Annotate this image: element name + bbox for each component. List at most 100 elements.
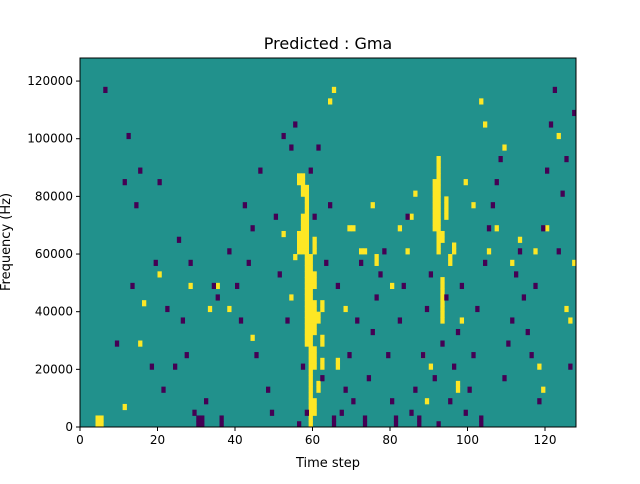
- heatmap-cell-low: [254, 352, 259, 359]
- heatmap-cell-high: [304, 219, 310, 226]
- y-axis-label: Frequency (Hz): [0, 193, 14, 291]
- heatmap-cell-low: [246, 259, 251, 266]
- heatmap-cell-high: [448, 259, 453, 266]
- heatmap-cell-high: [436, 219, 441, 226]
- heatmap-cell-high: [308, 334, 313, 341]
- heatmap-cell-high: [312, 236, 317, 243]
- heatmap-cell-high: [308, 288, 313, 295]
- heatmap-cell-low: [417, 421, 422, 428]
- heatmap-cell-high: [351, 225, 356, 232]
- heatmap-cell-high: [440, 288, 445, 295]
- heatmap-cell-low: [552, 86, 558, 93]
- heatmap-cell-high: [142, 300, 147, 307]
- heatmap-cell-high: [297, 248, 302, 255]
- heatmap-cell-low: [393, 421, 399, 428]
- heatmap-cell-low: [533, 282, 538, 290]
- heatmap-cell-high: [483, 121, 488, 128]
- heatmap-cell-high: [413, 190, 418, 197]
- heatmap-cell-high: [432, 184, 437, 192]
- heatmap-cell-high: [157, 271, 162, 278]
- heatmap-cell-high: [304, 184, 310, 192]
- heatmap-cell-high: [374, 254, 379, 261]
- heatmap-cell-high: [308, 375, 313, 382]
- heatmap-cell-high: [320, 334, 325, 341]
- heatmap-cell-high: [444, 207, 449, 215]
- heatmap-cell-high: [297, 230, 302, 238]
- heatmap-cell-low: [390, 398, 395, 405]
- heatmap-cell-high: [312, 242, 317, 249]
- heatmap-cell-high: [320, 340, 325, 347]
- heatmap-cell-low: [548, 121, 554, 128]
- heatmap-cell-high: [308, 259, 313, 266]
- heatmap-cell-low: [297, 421, 302, 428]
- heatmap-cell-high: [436, 202, 441, 209]
- heatmap-cell-high: [312, 317, 317, 324]
- heatmap-cell-low: [351, 398, 356, 405]
- heatmap-cell-low: [572, 109, 577, 117]
- heatmap-cell-low: [564, 156, 569, 163]
- heatmap-cell-high: [312, 248, 317, 255]
- heatmap-cell-high: [347, 225, 352, 232]
- heatmap-cell-low: [180, 317, 186, 324]
- heatmap-cell-high: [463, 179, 468, 186]
- heatmap-cell-high: [312, 363, 317, 370]
- heatmap-cell-low: [521, 294, 527, 301]
- heatmap-cell-low: [250, 225, 255, 232]
- heatmap-cell-low: [362, 415, 368, 422]
- heatmap-cell-low: [370, 328, 375, 336]
- heatmap-cell-high: [300, 230, 306, 238]
- y-tick-label: 60000: [35, 247, 73, 261]
- heatmap-cell-high: [432, 190, 437, 197]
- heatmap-cell-high: [304, 242, 310, 249]
- heatmap-cell-high: [312, 282, 317, 290]
- heatmap-cell-high: [304, 259, 310, 266]
- heatmap-cell-low: [320, 375, 325, 382]
- heatmap-cell-low: [235, 282, 240, 290]
- heatmap-cell-low: [196, 421, 201, 428]
- heatmap-cell-low: [374, 294, 379, 301]
- heatmap-cell-low: [173, 363, 178, 370]
- heatmap-cell-low: [157, 179, 162, 186]
- heatmap-cell-low: [401, 282, 406, 290]
- heatmap-cell-low: [281, 132, 286, 140]
- heatmap-cell-low: [479, 421, 484, 428]
- heatmap-cell-high: [440, 317, 445, 324]
- heatmap-cell-high: [304, 288, 310, 295]
- plot-background: [80, 58, 576, 427]
- heatmap-cell-low: [455, 328, 461, 336]
- heatmap-cell-low: [405, 213, 410, 220]
- heatmap-cell-low: [556, 248, 561, 255]
- heatmap-cell-high: [436, 161, 441, 168]
- heatmap-cell-high: [99, 421, 104, 428]
- heatmap-cell-low: [227, 248, 232, 255]
- heatmap-cell-low: [161, 386, 166, 393]
- heatmap-cell-high: [308, 311, 313, 318]
- heatmap-cell-low: [200, 421, 205, 428]
- heatmap-cell-high: [312, 352, 317, 359]
- heatmap-cell-high: [300, 242, 306, 249]
- heatmap-cell-high: [436, 236, 441, 243]
- heatmap-cell-low: [432, 375, 437, 382]
- heatmap-cell-high: [320, 357, 325, 364]
- x-tick-label: 100: [456, 433, 479, 447]
- heatmap-cell-high: [308, 386, 313, 393]
- heatmap-cell-high: [444, 213, 449, 220]
- y-tick-label: 0: [65, 420, 73, 434]
- x-tick-label: 20: [150, 433, 165, 447]
- heatmap-cell-high: [304, 340, 310, 347]
- x-tick-label: 0: [76, 433, 84, 447]
- heatmap-cell-high: [312, 328, 317, 336]
- heatmap-cell-low: [560, 190, 565, 197]
- heatmap-cell-high: [312, 323, 317, 330]
- y-tick-label: 40000: [35, 305, 73, 319]
- heatmap-cell-high: [390, 282, 395, 290]
- heatmap-cell-high: [312, 305, 317, 313]
- heatmap-cell-low: [366, 375, 372, 382]
- heatmap-cell-low: [269, 409, 275, 416]
- heatmap-cell-high: [215, 282, 220, 290]
- heatmap-cell-high: [331, 86, 337, 93]
- heatmap-cell-high: [409, 213, 414, 220]
- heatmap-cell-low: [459, 282, 465, 290]
- heatmap-cell-low: [444, 294, 449, 301]
- heatmap-cell-high: [312, 403, 317, 411]
